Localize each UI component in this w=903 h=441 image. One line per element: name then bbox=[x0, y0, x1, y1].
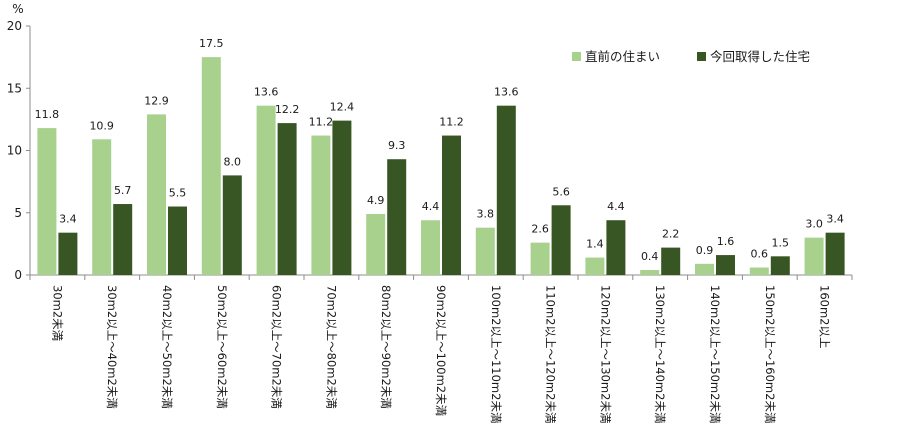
bar-acquired-home bbox=[387, 159, 407, 275]
y-tick-label: 5 bbox=[14, 206, 22, 220]
data-label: 11.2 bbox=[309, 116, 334, 129]
data-label: 5.7 bbox=[114, 184, 132, 197]
bar-acquired-home bbox=[332, 120, 352, 276]
bar-previous-home bbox=[421, 220, 440, 275]
y-tick-label: 15 bbox=[7, 81, 22, 95]
bars-layer bbox=[37, 57, 845, 276]
data-label: 3.0 bbox=[805, 218, 823, 231]
category-label: 150m2以上～160m2未満 bbox=[763, 285, 777, 423]
data-label: 1.5 bbox=[772, 236, 790, 249]
bar-acquired-home bbox=[168, 206, 187, 275]
bar-previous-home bbox=[311, 135, 331, 275]
category-label: 110m2以上～120m2未満 bbox=[544, 285, 558, 423]
category-label: 90m2以上～100m2未満 bbox=[434, 285, 448, 416]
bar-acquired-home bbox=[442, 135, 461, 275]
bar-acquired-home bbox=[496, 105, 516, 276]
data-label: 11.8 bbox=[35, 108, 60, 121]
category-label: 140m2以上～150m2未満 bbox=[708, 285, 722, 423]
data-labels-layer: 11.8 3.4 10.9 5.7 12.9 5.5 17.5 8.0 13.6 12.2 11.2… bbox=[35, 37, 844, 263]
data-label: 2.6 bbox=[531, 223, 549, 236]
bar-previous-home bbox=[256, 105, 276, 276]
data-label: 9.3 bbox=[388, 139, 406, 152]
category-label: 160m2以上 bbox=[818, 285, 832, 348]
bar-previous-home bbox=[640, 270, 660, 275]
data-label: 13.6 bbox=[254, 86, 279, 99]
data-label: 3.4 bbox=[826, 213, 844, 226]
bar-acquired-home bbox=[58, 232, 78, 275]
category-label: 120m2以上～130m2未満 bbox=[598, 285, 612, 423]
data-label: 5.5 bbox=[169, 187, 187, 200]
category-label: 50m2以上～60m2未満 bbox=[215, 285, 229, 409]
bar-previous-home bbox=[201, 57, 221, 275]
bar-previous-home bbox=[749, 267, 769, 275]
bar-previous-home bbox=[804, 237, 824, 275]
data-label: 11.2 bbox=[439, 116, 464, 129]
category-label: 130m2以上～140m2未満 bbox=[653, 285, 667, 423]
bar-previous-home bbox=[92, 139, 112, 275]
category-label: 70m2以上～80m2未満 bbox=[324, 285, 338, 409]
bar-acquired-home bbox=[716, 255, 735, 275]
legend-label-previous-home: 直前の住まい bbox=[585, 49, 660, 64]
bar-acquired-home bbox=[113, 204, 133, 275]
y-tick-label: 20 bbox=[7, 19, 22, 33]
data-label: 13.6 bbox=[494, 86, 519, 99]
bar-previous-home bbox=[585, 257, 605, 275]
data-label: 0.4 bbox=[641, 250, 659, 263]
bar-previous-home bbox=[366, 213, 386, 275]
bar-acquired-home bbox=[277, 123, 297, 275]
legend-label-acquired-home: 今回取得した住宅 bbox=[710, 49, 810, 64]
data-label: 17.5 bbox=[199, 37, 224, 50]
data-label: 3.8 bbox=[477, 208, 495, 221]
data-label: 0.9 bbox=[696, 244, 714, 257]
y-tick-label: 10 bbox=[7, 144, 22, 158]
data-label: 12.4 bbox=[330, 101, 355, 114]
bar-previous-home bbox=[37, 128, 57, 275]
category-label: 60m2以上～70m2未満 bbox=[270, 285, 284, 409]
data-label: 4.4 bbox=[607, 200, 625, 213]
y-unit-label: % bbox=[12, 2, 23, 16]
data-label: 5.6 bbox=[552, 185, 570, 198]
bar-acquired-home bbox=[551, 205, 571, 275]
legend: 直前の住まい 今回取得した住宅 bbox=[572, 49, 810, 64]
bar-previous-home bbox=[147, 114, 166, 276]
data-label: 2.2 bbox=[662, 228, 680, 241]
data-label: 12.9 bbox=[144, 94, 169, 107]
category-label: 80m2以上～90m2未満 bbox=[379, 285, 393, 409]
data-label: 12.2 bbox=[275, 103, 300, 116]
data-label: 4.9 bbox=[367, 194, 385, 207]
bar-acquired-home bbox=[222, 175, 242, 275]
category-labels-layer: 30m2未満 30m2以上～40m2未満 40m2以上～50m2未満 50m2以上～6… bbox=[50, 285, 831, 423]
bar-acquired-home bbox=[770, 256, 790, 275]
data-label: 3.4 bbox=[59, 213, 77, 226]
bar-previous-home bbox=[695, 263, 714, 275]
data-label: 0.6 bbox=[751, 248, 769, 261]
data-label: 8.0 bbox=[224, 155, 242, 168]
data-label: 1.4 bbox=[586, 238, 604, 251]
data-label: 1.6 bbox=[717, 235, 735, 248]
bar-previous-home bbox=[530, 242, 550, 275]
data-label: 10.9 bbox=[89, 119, 114, 132]
legend-swatch-acquired-home bbox=[697, 52, 706, 61]
bar-acquired-home bbox=[825, 232, 845, 275]
bar-acquired-home bbox=[606, 220, 626, 275]
category-label: 30m2以上～40m2未満 bbox=[105, 285, 119, 409]
category-label: 40m2以上～50m2未満 bbox=[160, 285, 174, 409]
bar-acquired-home bbox=[661, 247, 681, 275]
bar-previous-home bbox=[475, 227, 495, 275]
y-tick-label: 0 bbox=[14, 268, 22, 282]
category-label: 30m2未満 bbox=[50, 285, 64, 341]
data-label: 4.4 bbox=[422, 200, 440, 213]
axes-layer: 0 5 10 15 20% bbox=[7, 2, 853, 282]
legend-swatch-previous-home bbox=[572, 52, 581, 61]
category-label: 100m2以上～110m2未満 bbox=[489, 285, 503, 423]
